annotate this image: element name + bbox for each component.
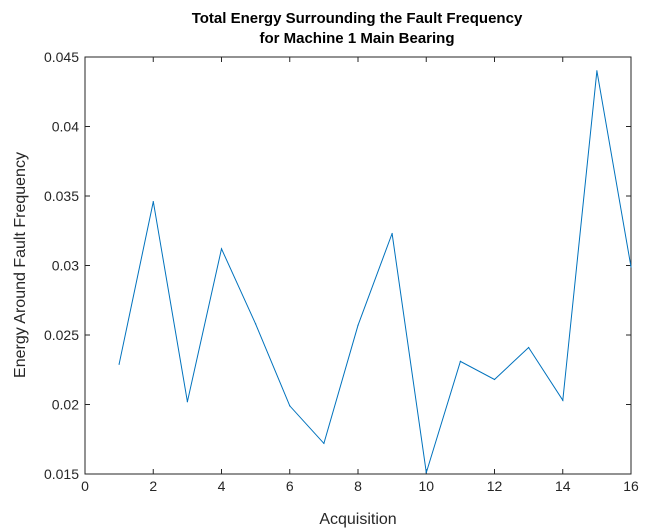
y-tick-label: 0.02 — [52, 397, 79, 413]
y-tick-label: 0.04 — [52, 119, 79, 135]
y-tick-label: 0.025 — [44, 327, 79, 343]
data-point — [220, 248, 223, 250]
data-point — [118, 363, 120, 365]
x-tick-label: 12 — [487, 478, 503, 494]
y-tick-label: 0.045 — [44, 49, 79, 65]
axis-ticks — [84, 56, 632, 475]
y-tick-label: 0.015 — [44, 466, 79, 482]
data-point — [630, 266, 632, 268]
series-layer — [118, 70, 632, 474]
y-axis-label: Energy Around Fault Frequency — [12, 152, 29, 378]
series-line — [118, 70, 632, 473]
x-tick-label: 4 — [218, 478, 226, 494]
chart-title-line-2: for Machine 1 Main Bearing — [259, 30, 454, 47]
x-tick-label: 6 — [286, 478, 294, 494]
data-point — [357, 324, 359, 326]
data-point — [186, 401, 188, 403]
x-axis-label: Acquisition — [319, 511, 396, 528]
data-point — [391, 232, 393, 235]
axis-tick-labels: 0 2 4 6 8 10 12 14 16 0.015 0.02 0.025 0.03 0.035 0.04… — [44, 49, 639, 494]
plot-area — [84, 56, 632, 475]
x-tick-label: 8 — [354, 478, 362, 494]
x-tick-label: 2 — [149, 478, 157, 494]
data-point — [152, 200, 154, 203]
y-tick-label: 0.03 — [52, 258, 79, 274]
data-point — [425, 472, 427, 474]
x-tick-label: 10 — [418, 478, 434, 494]
x-tick-label: 16 — [623, 478, 639, 494]
data-point — [459, 360, 461, 363]
chart-title-line-1: Total Energy Surrounding the Fault Frequ… — [192, 10, 523, 27]
data-point — [596, 70, 598, 72]
y-tick-label: 0.035 — [44, 188, 79, 204]
data-point — [255, 323, 257, 325]
data-point — [289, 405, 291, 407]
data-point — [493, 378, 496, 381]
data-point — [528, 346, 530, 349]
x-tick-label: 0 — [81, 478, 89, 494]
data-point — [323, 442, 325, 445]
data-point — [562, 399, 564, 401]
x-tick-label: 14 — [555, 478, 571, 494]
